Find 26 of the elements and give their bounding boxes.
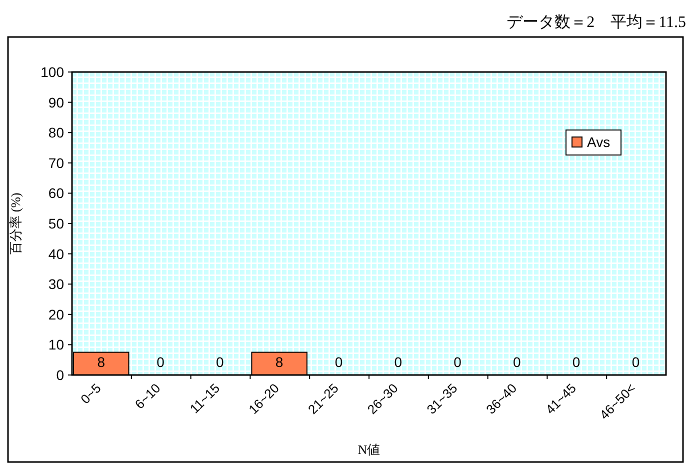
data-label: 0 [156,354,165,370]
y-tick-label: 50 [48,216,64,232]
y-tick-label: 10 [48,336,64,353]
y-axis-title: 百分率 (%) [8,192,23,254]
y-tick-label: 40 [48,246,64,262]
data-label: 0 [513,354,522,370]
legend-label: Avs [587,134,610,150]
data-label: 0 [572,354,580,370]
x-tick-label: 0~5 [78,380,104,407]
data-label: 0 [334,354,343,370]
chart-title: データ数＝2 平均＝11.5 [506,14,686,31]
y-tick-label: 100 [40,64,64,80]
y-tick-label: 60 [48,185,64,202]
y-tick-label: 30 [48,276,64,292]
data-label: 0 [632,354,640,370]
data-label: 0 [216,354,224,370]
data-label: 0 [394,354,402,370]
y-tick-label: 70 [48,154,64,171]
y-tick-label: 90 [48,94,64,110]
x-axis-title: N値 [358,442,380,457]
data-label: 8 [275,354,284,370]
y-tick-label: 0 [56,367,64,383]
data-label: 0 [454,354,462,370]
data-label: 8 [97,354,106,370]
y-tick-label: 20 [48,306,64,322]
y-tick-label: 80 [48,124,64,141]
